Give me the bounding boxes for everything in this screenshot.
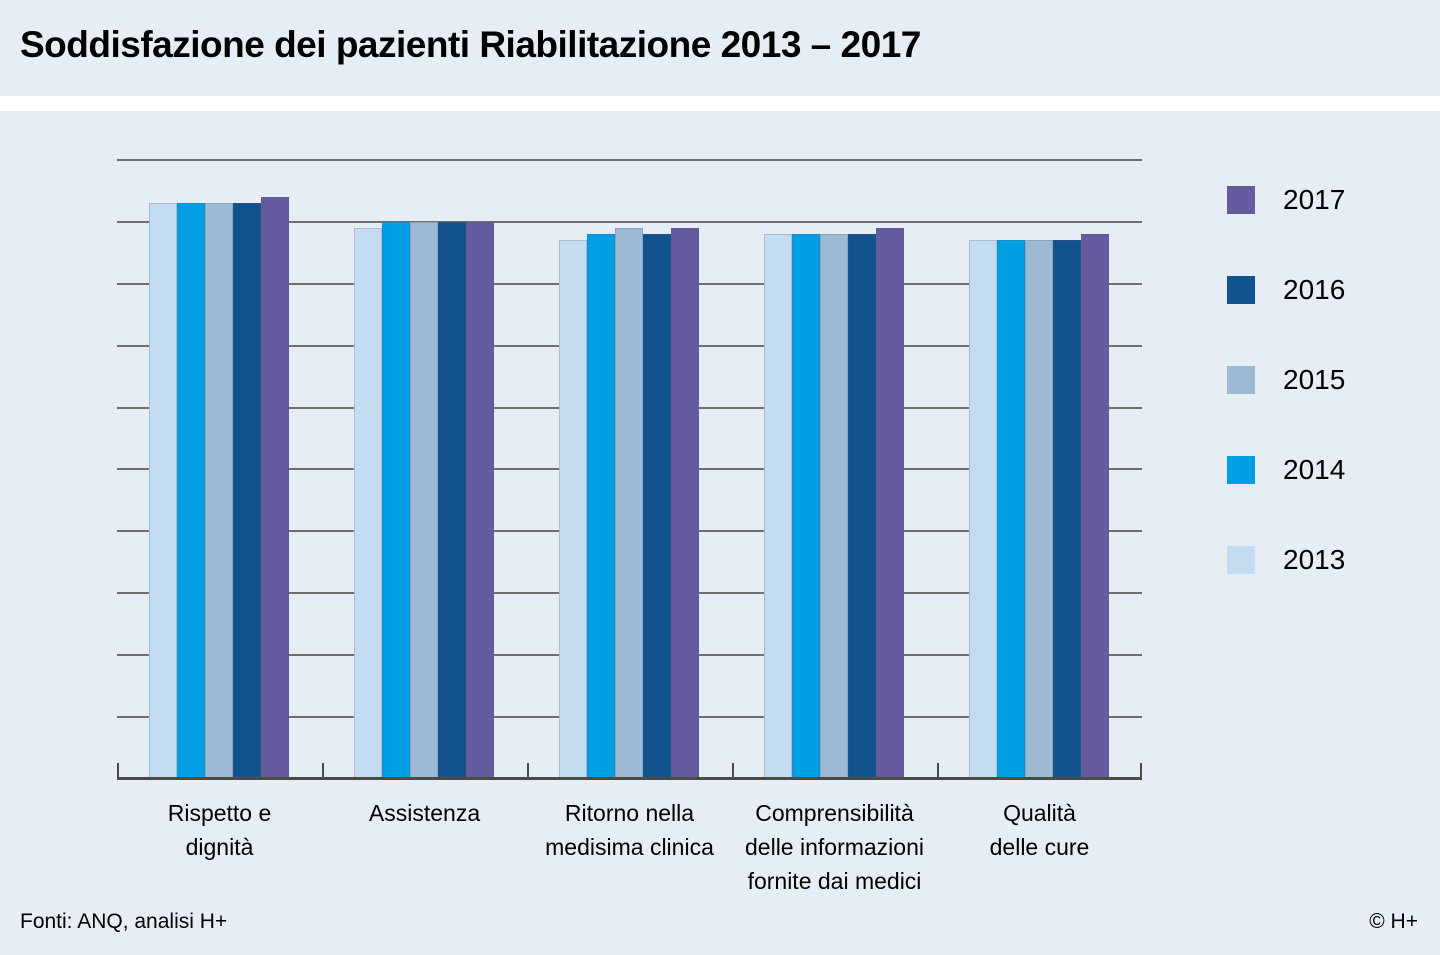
legend: 2017 2016 2015 2014 2013: [1227, 184, 1346, 636]
bar-group-3: [527, 160, 732, 779]
category-label-1: Rispetto e dignità: [117, 796, 322, 898]
bar-2017: [671, 228, 699, 779]
bar-2017: [1081, 234, 1109, 779]
bar-2015: [820, 234, 848, 779]
legend-item-2014: 2014: [1227, 454, 1346, 485]
gridline-9: [117, 221, 1142, 223]
bar-2014: [587, 234, 615, 779]
bar-2015: [615, 228, 643, 779]
category-label-line: Ritorno nella: [564, 800, 695, 826]
bar-2014: [382, 222, 410, 779]
legend-label-2016: 2016: [1283, 274, 1346, 305]
category-label-line: Assistenza: [368, 800, 481, 826]
bar-2014: [177, 203, 205, 779]
legend-swatch-2014: [1227, 456, 1255, 484]
bar-2016: [438, 222, 466, 779]
category-label-2: Assistenza: [322, 796, 527, 898]
copyright-note: © H+: [1369, 910, 1418, 933]
category-label-line: Comprensibilità: [755, 800, 914, 826]
bar-2017: [876, 228, 904, 779]
x-axis-labels: Rispetto e dignità Assistenza Ritorno nella…: [117, 796, 1142, 898]
category-label-line: dignità: [185, 834, 254, 860]
category-label-line: Rispetto e: [167, 800, 272, 826]
legend-swatch-2013: [1227, 546, 1255, 574]
bar-2013: [354, 228, 382, 779]
bar-groups: [117, 160, 1142, 779]
legend-swatch-2015: [1227, 366, 1255, 394]
legend-swatch-2016: [1227, 276, 1255, 304]
category-boundary-tick: [322, 763, 324, 779]
bar-group-4: [732, 160, 937, 779]
category-label-3: Ritorno nella medisima clinica: [527, 796, 732, 898]
bar-group-2: [322, 160, 527, 779]
bar-group-5: [937, 160, 1142, 779]
category-label-4: Comprensibilità delle informazioni fornite…: [732, 796, 937, 898]
bar-2013: [149, 203, 177, 779]
category-label-line: medisima clinica: [545, 834, 714, 860]
plot-area: [117, 159, 1142, 780]
bar-2016: [1053, 240, 1081, 779]
bar-2013: [559, 240, 587, 779]
legend-label-2015: 2015: [1283, 364, 1346, 395]
bar-2015: [205, 203, 233, 779]
x-axis-line: [117, 777, 1142, 780]
chart-title: Soddisfazione dei pazienti Riabilitazion…: [20, 24, 921, 65]
category-label-5: Qualità delle cure: [937, 796, 1142, 898]
category-label-line: fornite dai medici: [747, 868, 922, 894]
category-boundary-tick: [732, 763, 734, 779]
bar-2016: [848, 234, 876, 779]
header-separator: [0, 96, 1440, 111]
bar-2017: [466, 222, 494, 779]
legend-item-2015: 2015: [1227, 364, 1346, 395]
category-label-line: delle informazioni: [745, 834, 924, 860]
category-label-line: delle cure: [989, 834, 1090, 860]
category-boundary-tick: [937, 763, 939, 779]
legend-label-2014: 2014: [1283, 454, 1346, 485]
bar-2017: [261, 197, 289, 779]
bar-2014: [792, 234, 820, 779]
bar-group-1: [117, 160, 322, 779]
legend-item-2016: 2016: [1227, 274, 1346, 305]
bar-2016: [233, 203, 261, 779]
legend-label-2017: 2017: [1283, 184, 1346, 215]
category-boundary-tick: [527, 763, 529, 779]
bar-2015: [410, 222, 438, 779]
category-boundary-tick: [117, 763, 119, 779]
legend-label-2013: 2013: [1283, 544, 1346, 575]
category-boundary-tick: [1140, 763, 1142, 779]
category-label-line: Qualità: [1003, 800, 1076, 826]
legend-item-2013: 2013: [1227, 544, 1346, 575]
bar-2013: [764, 234, 792, 779]
chart-header: Soddisfazione dei pazienti Riabilitazion…: [0, 0, 1440, 96]
bar-2016: [643, 234, 671, 779]
bar-2013: [969, 240, 997, 779]
legend-item-2017: 2017: [1227, 184, 1346, 215]
gridline-10: [117, 159, 1142, 161]
legend-swatch-2017: [1227, 186, 1255, 214]
bar-2015: [1025, 240, 1053, 779]
source-note: Fonti: ANQ, analisi H+: [20, 910, 228, 933]
bar-2014: [997, 240, 1025, 779]
